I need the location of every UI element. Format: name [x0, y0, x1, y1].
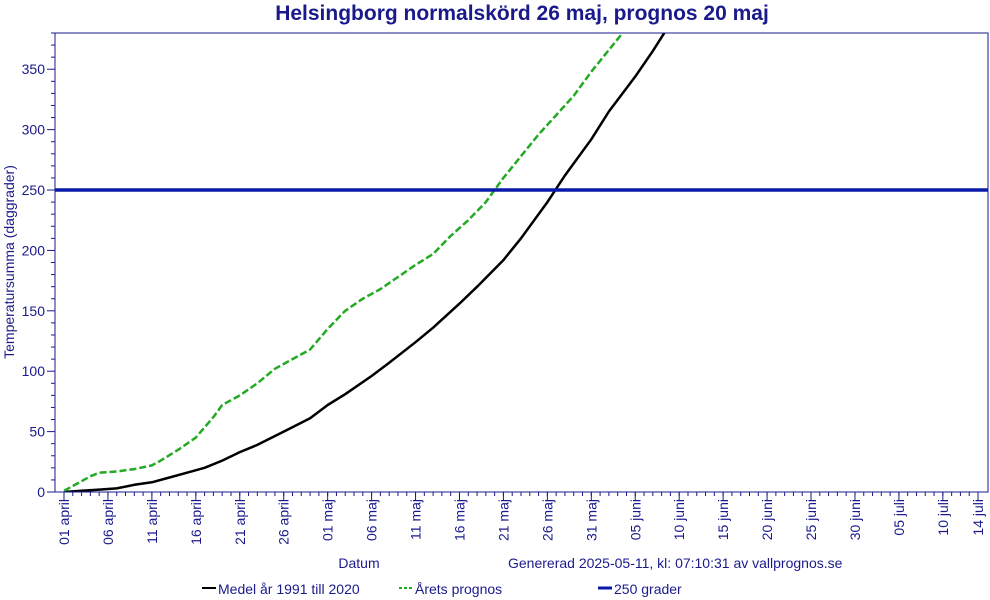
legend-label-2: 250 grader — [614, 581, 682, 597]
x-tick-label: 25 juni — [803, 499, 819, 540]
plot-area — [55, 33, 988, 492]
x-tick-label: 15 juni — [715, 499, 731, 540]
x-tick-label: 21 april — [232, 499, 248, 545]
series-line-0 — [63, 33, 666, 492]
plot-frame — [54, 32, 989, 493]
x-tick-label: 06 april — [100, 499, 116, 545]
x-tick-label: 20 juni — [759, 499, 775, 540]
x-tick-label: 31 maj — [583, 499, 599, 541]
x-tick-label: 26 april — [276, 499, 292, 545]
series-line-1 — [63, 33, 625, 492]
x-tick-label: 30 juni — [847, 499, 863, 540]
chart-title: Helsingborg normalskörd 26 maj, prognos … — [275, 2, 769, 25]
x-tick-label: 16 april — [188, 499, 204, 545]
x-tick-label: 05 juli — [891, 499, 907, 536]
axes: 0 50 100 150 200 250 300 350 01 april 06 april 11 … — [22, 32, 989, 545]
x-tick-label: 11 maj — [408, 499, 424, 540]
x-axis-label: Datum — [338, 555, 379, 571]
y-tick-label: 0 — [37, 484, 45, 500]
x-tick-label: 26 maj — [539, 499, 555, 541]
legend-label-0: Medel år 1991 till 2020 — [218, 581, 360, 597]
y-tick-label: 350 — [22, 61, 46, 77]
x-tick-label: 16 maj — [452, 499, 468, 541]
y-tick-label: 300 — [22, 122, 46, 138]
x-tick-label: 06 maj — [364, 499, 380, 541]
y-tick-label: 100 — [22, 363, 46, 379]
y-axis-label: Temperatursumma (daggrader) — [1, 165, 17, 359]
y-tick-label: 150 — [22, 303, 46, 319]
x-tick-label: 11 april — [144, 499, 160, 544]
y-tick-label: 50 — [29, 424, 45, 440]
x-tick-label: 14 juli — [970, 499, 986, 536]
y-tick-label: 200 — [22, 242, 46, 258]
y-tick-label: 250 — [22, 182, 46, 198]
generated-info: Genererad 2025-05-11, kl: 07:10:31 av va… — [508, 555, 843, 571]
x-tick-label: 10 juni — [671, 499, 687, 540]
legend: Medel år 1991 till 2020 Årets prognos 250 … — [202, 581, 682, 597]
x-tick-label: 21 maj — [495, 499, 511, 541]
x-tick-label: 01 april — [56, 499, 72, 545]
x-tick-label: 01 maj — [320, 499, 336, 541]
legend-label-1: Årets prognos — [415, 581, 502, 597]
x-tick-label: 05 juni — [627, 499, 643, 540]
x-tick-label: 10 juli — [935, 499, 951, 536]
